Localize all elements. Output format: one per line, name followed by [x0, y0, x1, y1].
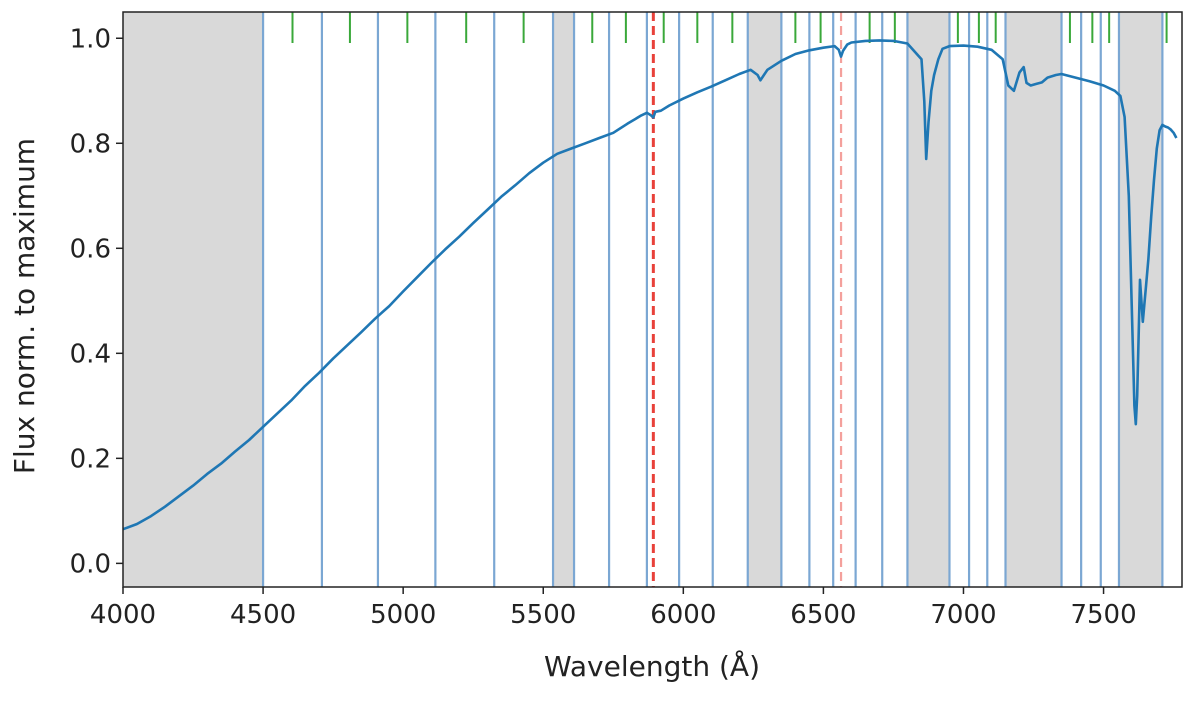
x-tick-label: 6000 — [650, 600, 716, 630]
shaded-region — [123, 12, 264, 587]
y-tick-label: 1.0 — [70, 24, 111, 54]
x-axis-ticks: 4000 4500 5000 5500 6000 6500 7000 7500 — [90, 587, 1137, 630]
x-tick-label: 7500 — [1070, 600, 1136, 630]
marker-ticks — [291, 12, 1168, 43]
x-tick-label: 4500 — [230, 600, 296, 630]
y-tick-label: 0.6 — [70, 234, 111, 264]
x-tick-label: 5500 — [510, 600, 576, 630]
y-tick-label: 0.0 — [70, 549, 111, 579]
x-tick-label: 5000 — [370, 600, 436, 630]
x-axis-title: Wavelength (Å) — [544, 649, 760, 683]
spectrum-series — [122, 39, 1178, 531]
band-edge-lines — [261, 12, 1164, 587]
shaded-region — [907, 12, 950, 587]
reference-lines — [651, 12, 843, 587]
y-axis-title: Flux norm. to maximum — [8, 138, 41, 474]
shaded-region — [747, 12, 782, 587]
shaded-regions — [123, 12, 1163, 587]
x-tick-label: 4000 — [90, 600, 156, 630]
y-tick-label: 0.8 — [70, 129, 111, 159]
spectrum-line — [122, 39, 1178, 531]
x-tick-label: 6500 — [790, 600, 856, 630]
plot-border — [122, 11, 1183, 588]
x-tick-label: 7000 — [930, 600, 996, 630]
shaded-region — [553, 12, 575, 587]
y-tick-label: 0.4 — [70, 339, 111, 369]
shaded-region — [1005, 12, 1062, 587]
plot-frame — [122, 11, 1183, 588]
y-tick-label: 0.2 — [70, 444, 111, 474]
y-axis-ticks: 0.0 0.2 0.4 0.6 0.8 1.0 — [70, 24, 123, 579]
